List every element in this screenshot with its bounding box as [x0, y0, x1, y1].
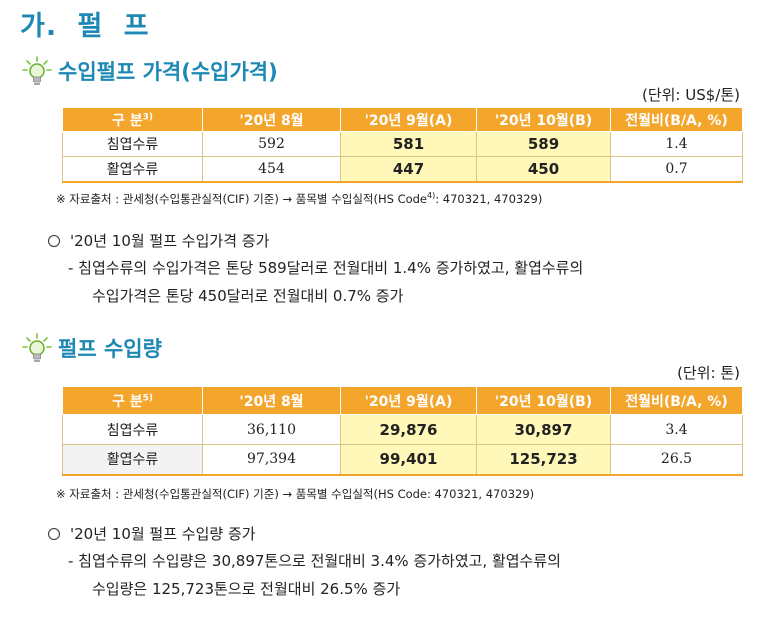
cell-sep: 447	[340, 156, 477, 183]
lightbulb-icon	[22, 333, 52, 362]
cell-sep: 99,401	[340, 444, 477, 476]
price-table: 구 분3) '20년 8월 '20년 9월(A) '20년 10월(B) 전월비…	[62, 107, 743, 183]
detail-paragraph: - 침엽수류의 수입가격은 톤당 589달러로 전월대비 1.4% 증가하였고,…	[68, 254, 758, 310]
header-category: 구 분5)	[62, 386, 203, 415]
cell-ratio: 3.4	[610, 414, 743, 445]
header-oct: '20년 10월(B)	[476, 386, 611, 415]
section-heading-price: 수입펄프 가격(수입가격)	[22, 56, 278, 86]
header-ratio: 전월비(B/A, %)	[610, 386, 743, 415]
table-row: 침엽수류 592 581 589 1.4	[62, 131, 743, 157]
header-sep: '20년 9월(A)	[340, 107, 477, 132]
source-note: ※ 자료출처 : 관세청(수입통관실적(CIF) 기준) → 품목별 수입실적(…	[56, 191, 543, 206]
section-title: 수입펄프 가격(수입가격)	[58, 60, 278, 84]
unit-label: (단위: US$/톤)	[641, 86, 740, 104]
source-note: ※ 자료출처 : 관세청(수입통관실적(CIF) 기준) → 품목별 수입실적(…	[56, 487, 535, 501]
section-title: 펄프 수입량	[58, 337, 162, 361]
lightbulb-icon	[22, 56, 52, 85]
bullet-text: '20년 10월 펄프 수입가격 증가	[70, 232, 270, 250]
row-label: 활엽수류	[62, 444, 203, 476]
header-sep: '20년 9월(A)	[340, 386, 477, 415]
row-label: 침엽수류	[62, 131, 203, 157]
cell-aug: 454	[202, 156, 341, 183]
circle-bullet-icon	[48, 234, 60, 247]
table-header-row: 구 분3) '20년 8월 '20년 9월(A) '20년 10월(B) 전월비…	[62, 107, 743, 132]
header-category: 구 분3)	[62, 107, 203, 132]
header-aug: '20년 8월	[202, 386, 341, 415]
detail-line: - 침엽수류의 수입량은 30,897톤으로 전월대비 3.4% 증가하였고, …	[68, 552, 561, 570]
header-oct: '20년 10월(B)	[476, 107, 611, 132]
page-title: 가. 펄 프	[20, 11, 150, 42]
cell-ratio: 26.5	[610, 444, 743, 476]
cell-oct: 125,723	[476, 444, 611, 476]
detail-line: 수입량은 125,723톤으로 전월대비 26.5% 증가	[92, 580, 401, 598]
bullet-text: '20년 10월 펄프 수입량 증가	[70, 525, 256, 543]
row-label: 활엽수류	[62, 156, 203, 183]
cell-aug: 592	[202, 131, 341, 157]
cell-oct: 589	[476, 131, 611, 157]
cell-sep: 29,876	[340, 414, 477, 445]
cell-sep: 581	[340, 131, 477, 157]
cell-oct: 450	[476, 156, 611, 183]
header-aug: '20년 8월	[202, 107, 341, 132]
table-header-row: 구 분5) '20년 8월 '20년 9월(A) '20년 10월(B) 전월비…	[62, 386, 743, 415]
detail-line: 수입가격은 톤당 450달러로 전월대비 0.7% 증가	[92, 287, 404, 305]
table-row: 활엽수류 97,394 99,401 125,723 26.5	[62, 444, 743, 476]
volume-table: 구 분5) '20년 8월 '20년 9월(A) '20년 10월(B) 전월비…	[62, 386, 743, 476]
cell-ratio: 0.7	[610, 156, 743, 183]
header-ratio: 전월비(B/A, %)	[610, 107, 743, 132]
cell-oct: 30,897	[476, 414, 611, 445]
cell-aug: 97,394	[202, 444, 341, 476]
circle-bullet-icon	[48, 527, 60, 540]
detail-line: - 침엽수류의 수입가격은 톤당 589달러로 전월대비 1.4% 증가하였고,…	[68, 259, 584, 277]
section-heading-volume: 펄프 수입량	[22, 333, 162, 363]
cell-aug: 36,110	[202, 414, 341, 445]
unit-label: (단위: 톤)	[677, 364, 740, 382]
bullet-item: '20년 10월 펄프 수입량 증가	[48, 523, 256, 544]
bullet-item: '20년 10월 펄프 수입가격 증가	[48, 230, 269, 251]
cell-ratio: 1.4	[610, 131, 743, 157]
detail-paragraph: - 침엽수류의 수입량은 30,897톤으로 전월대비 3.4% 증가하였고, …	[68, 547, 758, 603]
row-label: 침엽수류	[62, 414, 203, 445]
table-row: 침엽수류 36,110 29,876 30,897 3.4	[62, 414, 743, 445]
table-row: 활엽수류 454 447 450 0.7	[62, 156, 743, 183]
